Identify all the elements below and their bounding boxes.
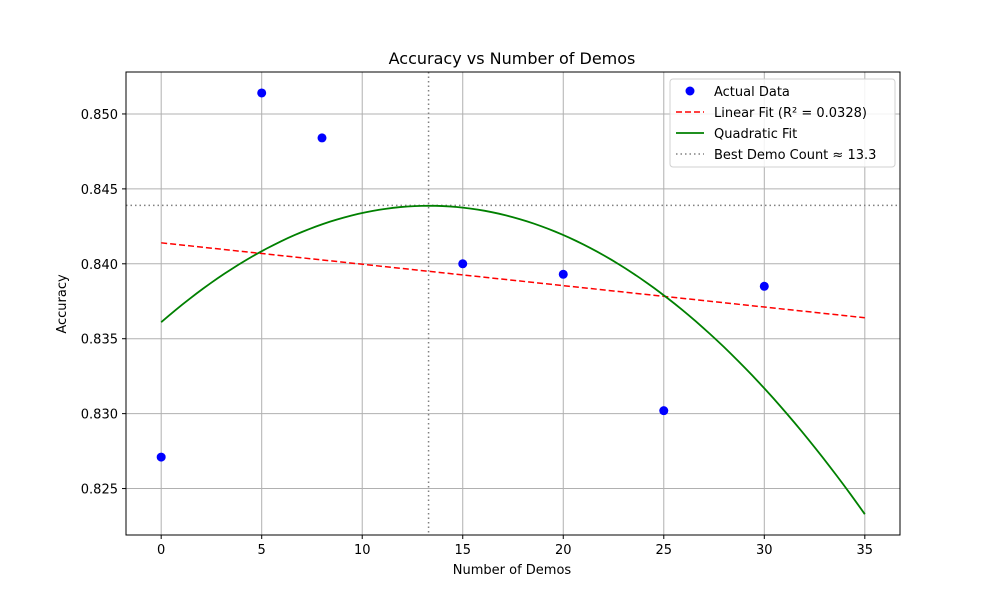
quadratic-fit-curve <box>160 204 866 515</box>
y-tick-label: 0.825 <box>81 483 118 498</box>
y-axis-label: Accuracy <box>55 274 70 334</box>
x-tick-label: 30 <box>756 543 773 558</box>
legend-label: Linear Fit (R² = 0.0328) <box>714 106 867 121</box>
y-tick-label: 0.840 <box>81 258 118 273</box>
legend-label: Quadratic Fit <box>714 127 797 142</box>
data-point <box>759 281 769 291</box>
data-point <box>156 452 166 462</box>
legend-label: Best Demo Count ≈ 13.3 <box>714 148 876 163</box>
legend-marker-actual-data <box>685 86 695 96</box>
legend-box <box>669 78 896 168</box>
x-axis-label: Number of Demos <box>453 563 572 578</box>
data-point <box>458 259 468 269</box>
linear-fit-line <box>161 242 865 319</box>
data-point <box>257 88 267 98</box>
x-tick-label: 35 <box>857 543 874 558</box>
x-tick-label: 5 <box>258 543 266 558</box>
x-tick-label: 10 <box>354 543 371 558</box>
plot-frame <box>125 71 901 536</box>
y-tick-label: 0.830 <box>81 408 118 423</box>
y-tick-label: 0.835 <box>81 333 118 348</box>
y-tick-label: 0.845 <box>81 183 118 198</box>
x-tick-label: 0 <box>157 543 165 558</box>
data-point <box>558 269 568 279</box>
x-tick-label: 15 <box>454 543 471 558</box>
data-point <box>659 406 669 416</box>
x-tick-label: 25 <box>656 543 673 558</box>
x-tick-label: 20 <box>555 543 572 558</box>
legend-label: Actual Data <box>714 85 790 100</box>
chart-title: Accuracy vs Number of Demos <box>389 49 636 68</box>
legend: Actual Data Linear Fit (R² = 0.0328) Quadr… <box>669 78 896 168</box>
data-point <box>317 133 327 143</box>
y-tick-label: 0.850 <box>81 108 118 123</box>
